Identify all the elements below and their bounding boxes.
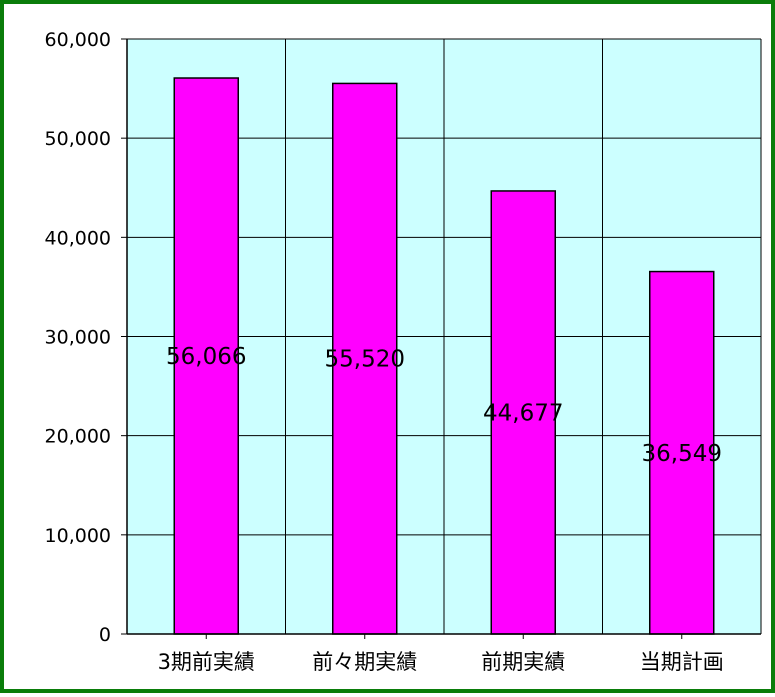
axes — [121, 38, 761, 639]
labels: 0 10,000 20,000 30,000 40,000 50,000 60,000 56,… — [45, 29, 724, 674]
x-category-label: 前期実績 — [481, 650, 565, 674]
y-tick-label: 30,000 — [45, 327, 111, 349]
bars — [173, 77, 715, 635]
bar — [332, 82, 398, 635]
x-category-label: 3期前実績 — [158, 650, 255, 674]
y-tick-label: 20,000 — [45, 426, 111, 448]
y-tick-label: 40,000 — [45, 227, 111, 249]
bar-value-label: 56,066 — [166, 344, 246, 370]
y-tick-label: 10,000 — [45, 525, 111, 547]
x-category-label: 当期計画 — [640, 650, 724, 674]
bar-value-label: 55,520 — [325, 347, 405, 373]
bar — [490, 190, 556, 635]
y-tick-label: 60,000 — [45, 29, 111, 51]
bar — [173, 77, 239, 635]
x-category-label: 前々期実績 — [312, 650, 417, 674]
bar-value-label: 44,677 — [483, 400, 563, 426]
y-tick-label: 0 — [99, 624, 111, 646]
y-tick-label: 50,000 — [45, 128, 111, 150]
bar-value-label: 36,549 — [642, 441, 722, 467]
bar-chart: 0 10,000 20,000 30,000 40,000 50,000 60,000 56,… — [45, 29, 762, 674]
